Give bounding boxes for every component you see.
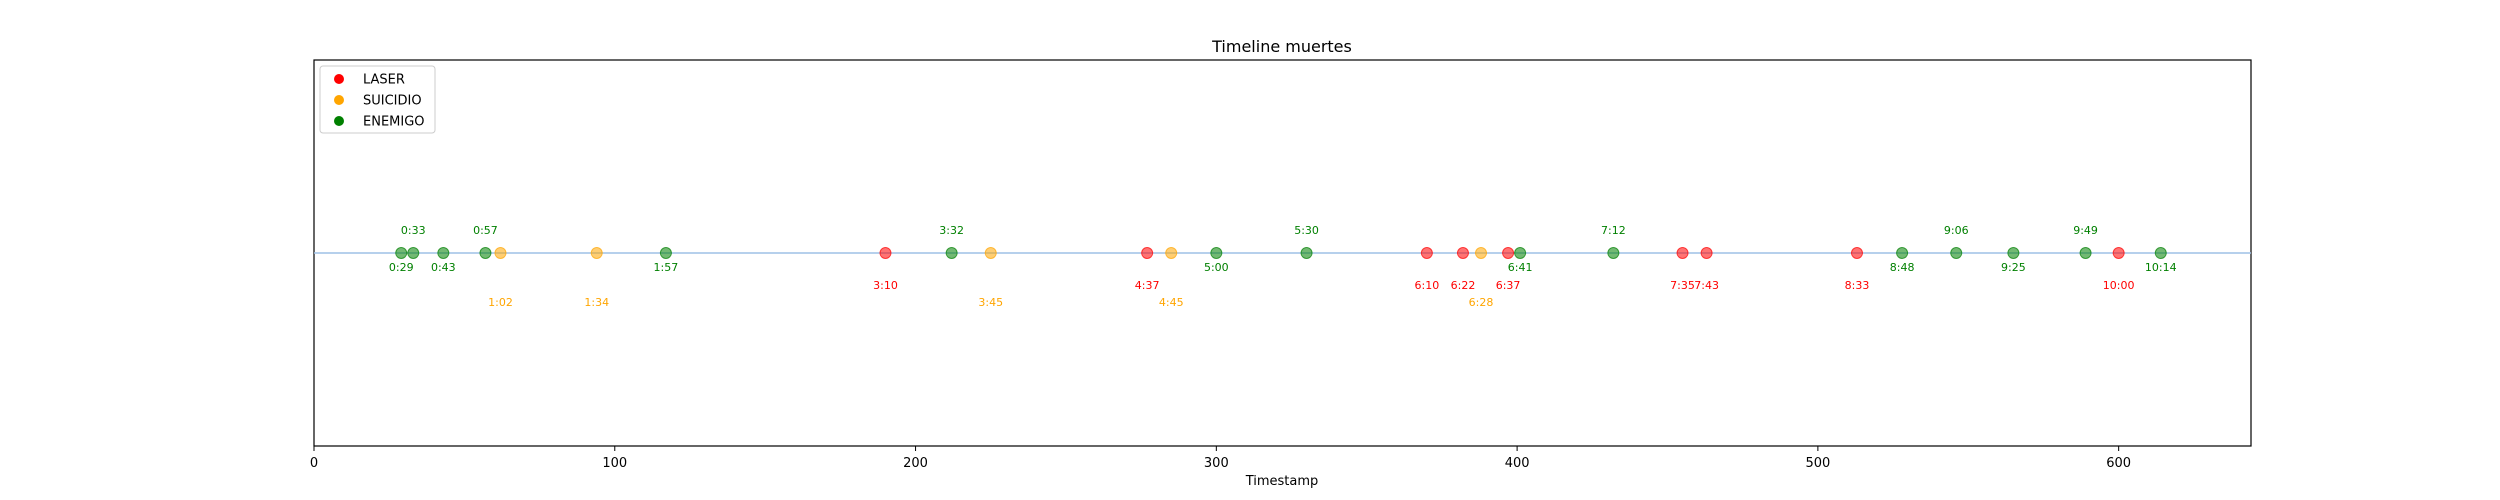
laser-point	[1141, 247, 1154, 259]
laser-data-label: 4:37	[1135, 279, 1160, 292]
enemigo-data-label: 9:49	[2073, 224, 2098, 237]
enemigo-data-label: 9:25	[2001, 261, 2026, 274]
laser-data-label: 7:43	[1694, 279, 1719, 292]
suicidio-data-label: 6:28	[1469, 296, 1494, 309]
laser-point	[1676, 247, 1689, 259]
laser-data-label: 7:35	[1670, 279, 1695, 292]
enemigo-point	[407, 247, 420, 259]
laser-point	[2112, 247, 2125, 259]
legend-box	[319, 65, 436, 134]
enemigo-point	[1896, 247, 1909, 259]
enemigo-data-label: 5:30	[1294, 224, 1319, 237]
enemigo-data-label: 10:14	[2145, 261, 2177, 274]
suicidio-legend-label: SUICIDIO	[363, 94, 422, 109]
x-tick-label: 0	[310, 456, 318, 471]
x-axis-ticks: 0 100 200 300 400 500 600	[310, 446, 2131, 471]
enemigo-data-label: 0:57	[473, 224, 498, 237]
laser-data-label: 6:10	[1415, 279, 1440, 292]
enemigo-point	[1950, 247, 1963, 259]
enemigo-point	[1210, 247, 1223, 259]
enemigo-data-label: 1:57	[654, 261, 679, 274]
chart-points	[395, 247, 2167, 259]
x-tick-label: 600	[2106, 456, 2131, 471]
suicidio-data-label: 3:45	[978, 296, 1003, 309]
x-tick-label: 100	[602, 456, 627, 471]
enemigo-data-label: 3:32	[939, 224, 964, 237]
x-axis-label: Timestamp	[1245, 474, 1319, 489]
laser-point	[1456, 247, 1469, 259]
suicidio-legend-marker	[334, 95, 344, 105]
enemigo-point	[2154, 247, 2167, 259]
enemigo-data-label: 0:43	[431, 261, 456, 274]
laser-point	[879, 247, 892, 259]
enemigo-point	[1300, 247, 1313, 259]
enemigo-data-label: 5:00	[1204, 261, 1229, 274]
enemigo-legend-marker	[334, 116, 344, 126]
legend: LASER SUICIDIO ENEMIGO	[319, 65, 436, 134]
enemigo-point	[659, 247, 672, 259]
suicidio-data-label: 4:45	[1159, 296, 1184, 309]
x-tick-label: 300	[1204, 456, 1229, 471]
enemigo-data-label: 7:12	[1601, 224, 1626, 237]
laser-data-label: 6:37	[1496, 279, 1521, 292]
suicidio-point	[590, 247, 603, 259]
enemigo-point	[2079, 247, 2092, 259]
chart-title: Timeline muertes	[1211, 37, 1352, 56]
laser-point	[1850, 247, 1863, 259]
laser-data-label: 3:10	[873, 279, 898, 292]
enemigo-legend-label: ENEMIGO	[363, 115, 425, 130]
suicidio-point	[984, 247, 997, 259]
x-tick-label: 500	[1805, 456, 1830, 471]
enemigo-data-label: 9:06	[1944, 224, 1969, 237]
enemigo-point	[479, 247, 492, 259]
x-tick-label: 200	[903, 456, 928, 471]
enemigo-data-label: 0:29	[389, 261, 414, 274]
suicidio-point	[1475, 247, 1488, 259]
laser-data-label: 8:33	[1845, 279, 1870, 292]
laser-legend-label: LASER	[363, 73, 405, 88]
suicidio-point	[494, 247, 507, 259]
enemigo-point	[395, 247, 408, 259]
enemigo-point	[945, 247, 958, 259]
enemigo-data-label: 6:41	[1508, 261, 1533, 274]
laser-data-label: 10:00	[2103, 279, 2135, 292]
laser-legend-marker	[334, 74, 344, 84]
suicidio-data-label: 1:34	[584, 296, 609, 309]
laser-point	[1420, 247, 1433, 259]
x-tick-label: 400	[1505, 456, 1530, 471]
laser-point	[1700, 247, 1713, 259]
enemigo-point	[437, 247, 450, 259]
enemigo-data-label: 8:48	[1890, 261, 1915, 274]
chart-data-labels: 3:10 4:37 6:10 6:22 6:37 7:35 7:43 8:33 10:00 1:0…	[389, 224, 2177, 309]
suicidio-point	[1165, 247, 1178, 259]
enemigo-data-label: 0:33	[401, 224, 426, 237]
laser-data-label: 6:22	[1451, 279, 1476, 292]
enemigo-point	[2007, 247, 2020, 259]
enemigo-point	[1514, 247, 1527, 259]
enemigo-point	[1607, 247, 1620, 259]
suicidio-data-label: 1:02	[488, 296, 513, 309]
laser-point	[1502, 247, 1515, 259]
